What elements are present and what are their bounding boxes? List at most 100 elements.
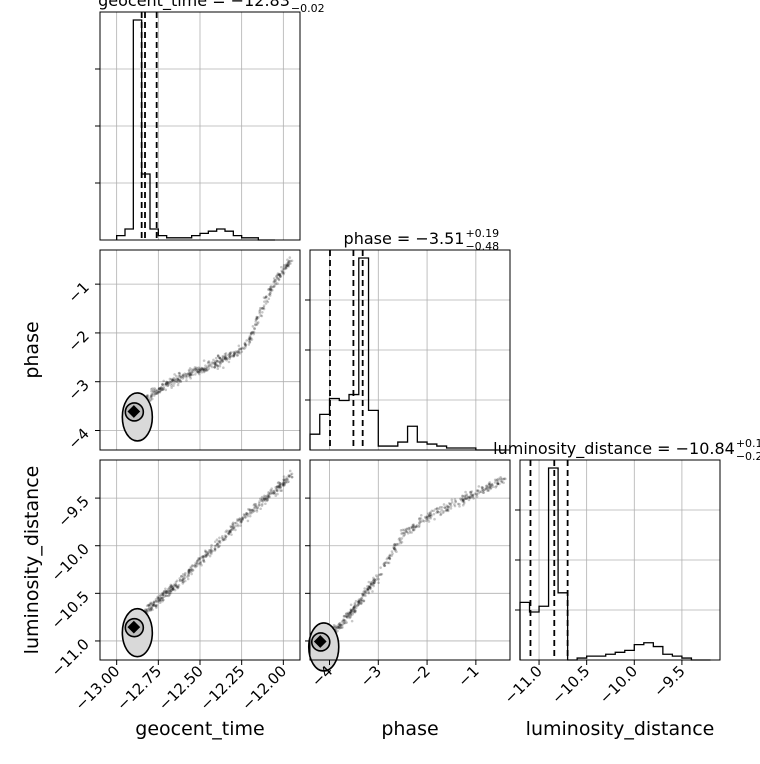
scatter-point: [150, 605, 154, 608]
scatter-point: [218, 356, 221, 360]
scatter-point: [144, 608, 147, 612]
scatter-point: [216, 545, 220, 549]
scatter-point: [278, 272, 281, 276]
scatter-point: [172, 378, 175, 381]
scatter-point: [166, 589, 169, 593]
title-plus-err: +0.19: [465, 227, 499, 240]
scatter-point: [488, 483, 491, 487]
scatter-point: [179, 379, 182, 383]
scatter-point: [154, 599, 158, 603]
scatter-point: [354, 599, 358, 603]
histogram-bin: [558, 593, 568, 660]
scatter-point: [227, 353, 230, 357]
scatter-point: [174, 585, 178, 588]
scatter-point: [255, 317, 259, 320]
scatter-point: [222, 366, 225, 370]
scatter-point: [264, 295, 268, 298]
scatter-point: [199, 562, 202, 565]
scatter-point: [149, 602, 153, 606]
histogram-bin: [359, 258, 369, 450]
scatter-point: [228, 530, 232, 533]
scatter-point: [391, 552, 394, 555]
histogram-bin: [310, 434, 320, 450]
scatter-point: [418, 522, 421, 525]
scatter-point: [151, 603, 155, 606]
scatter-point: [254, 318, 258, 321]
scatter-point: [165, 594, 168, 597]
scatter-point: [280, 271, 284, 274]
scatter-point: [373, 579, 377, 583]
scatter-point: [395, 542, 399, 546]
scatter-point: [178, 579, 182, 582]
scatter-point: [286, 264, 289, 267]
scatter-point: [377, 573, 381, 577]
scatter-point: [349, 608, 353, 612]
title-plus-err: +0.14: [736, 437, 760, 450]
scatter-point: [222, 355, 225, 359]
scatter-point: [145, 609, 149, 613]
scatter-point: [169, 583, 173, 587]
scatter-point: [206, 361, 210, 365]
scatter-point: [185, 379, 188, 382]
scatter-point: [338, 621, 342, 625]
y-tick-label: −4: [64, 425, 92, 453]
scatter-point: [211, 362, 215, 365]
panel-title-phase: phase = −3.51: [344, 229, 465, 248]
scatter-point: [170, 584, 173, 587]
scatter-point: [481, 491, 485, 494]
scatter-point: [366, 588, 370, 591]
scatter-point: [233, 352, 237, 356]
scatter-point: [213, 547, 217, 551]
scatter-point: [253, 502, 256, 506]
scatter-point: [469, 494, 473, 497]
scatter-point: [288, 474, 292, 478]
scatter-point: [178, 373, 182, 376]
scatter-point: [370, 583, 373, 587]
scatter-point: [256, 322, 259, 325]
histogram-step-phase: [309, 257, 506, 451]
scatter-point: [480, 485, 484, 489]
scatter-point: [220, 536, 224, 540]
histogram-bin: [417, 442, 427, 450]
scatter-point: [288, 259, 291, 263]
scatter-panel-luminosity_distance-vs-phase: [307, 459, 511, 672]
scatter-point: [484, 487, 488, 491]
scatter-point: [279, 275, 282, 278]
scatter-point: [367, 591, 370, 595]
scatter-point: [204, 369, 208, 372]
scatter-point: [499, 475, 502, 479]
scatter-point: [496, 482, 500, 486]
scatter-point: [275, 275, 278, 278]
scatter-point: [426, 516, 429, 519]
scatter-point: [361, 592, 364, 596]
scatter-point: [409, 526, 412, 530]
x-tick-label: −10.0: [596, 662, 641, 707]
histogram-bin: [339, 401, 349, 450]
scatter-point: [150, 394, 154, 398]
scatter-point: [202, 554, 206, 558]
scatter-point: [427, 512, 430, 515]
scatter-point: [248, 514, 252, 518]
y-tick-label: −11.0: [48, 635, 93, 680]
x-tick-label: −12.25: [197, 662, 249, 714]
scatter-point: [213, 547, 217, 550]
scatter-point: [388, 557, 392, 561]
scatter-point: [262, 496, 266, 500]
scatter-point: [367, 590, 370, 594]
scatter-point: [469, 490, 472, 494]
scatter-point: [248, 508, 252, 511]
scatter-point: [489, 487, 492, 491]
x-axis-label-phase: phase: [381, 718, 438, 740]
scatter-point: [255, 510, 259, 513]
scatter-point: [261, 307, 264, 310]
scatter-point: [441, 511, 445, 514]
scatter-point: [223, 355, 227, 358]
scatter-point: [152, 600, 156, 604]
scatter-point: [498, 482, 501, 486]
scatter-point: [286, 264, 289, 268]
scatter-point: [208, 364, 211, 368]
scatter-point: [387, 561, 391, 565]
scatter-point: [264, 295, 268, 298]
scatter-point: [227, 360, 231, 364]
scatter-point: [149, 601, 152, 605]
